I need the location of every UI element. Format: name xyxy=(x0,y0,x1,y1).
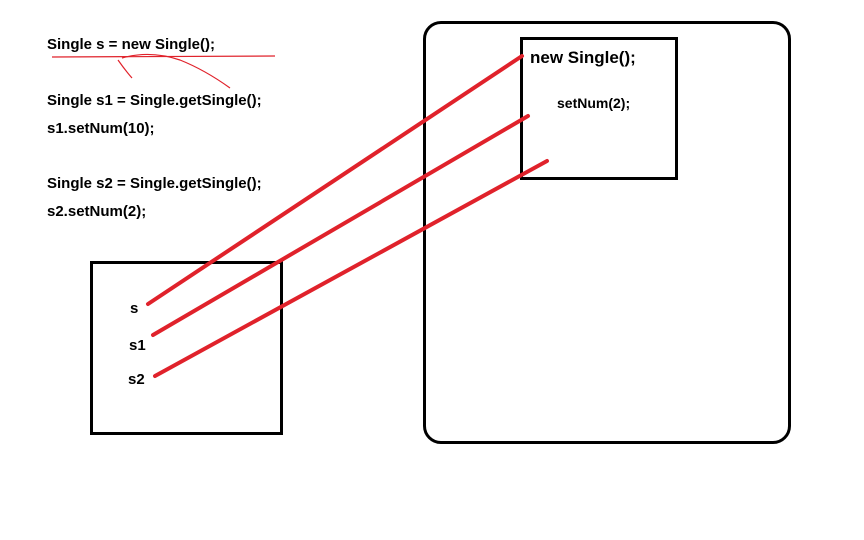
code-line-get-s1: Single s1 = Single.getSingle(); xyxy=(47,92,262,109)
stack-var-s2: s2 xyxy=(128,371,145,388)
scribble-mark xyxy=(117,53,231,89)
stack-box xyxy=(90,261,283,435)
code-line-set-s1: s1.setNum(10); xyxy=(47,120,155,137)
code-line-create-single: Single s = new Single(); xyxy=(47,36,215,53)
code-line-set-s2: s2.setNum(2); xyxy=(47,203,147,220)
object-title: new Single(); xyxy=(530,48,636,67)
stack-var-s1: s1 xyxy=(129,337,146,354)
object-call: setNum(2); xyxy=(557,95,631,111)
stack-var-s: s xyxy=(130,300,139,317)
underline-mark xyxy=(51,55,276,58)
code-line-get-s2: Single s2 = Single.getSingle(); xyxy=(47,175,262,192)
